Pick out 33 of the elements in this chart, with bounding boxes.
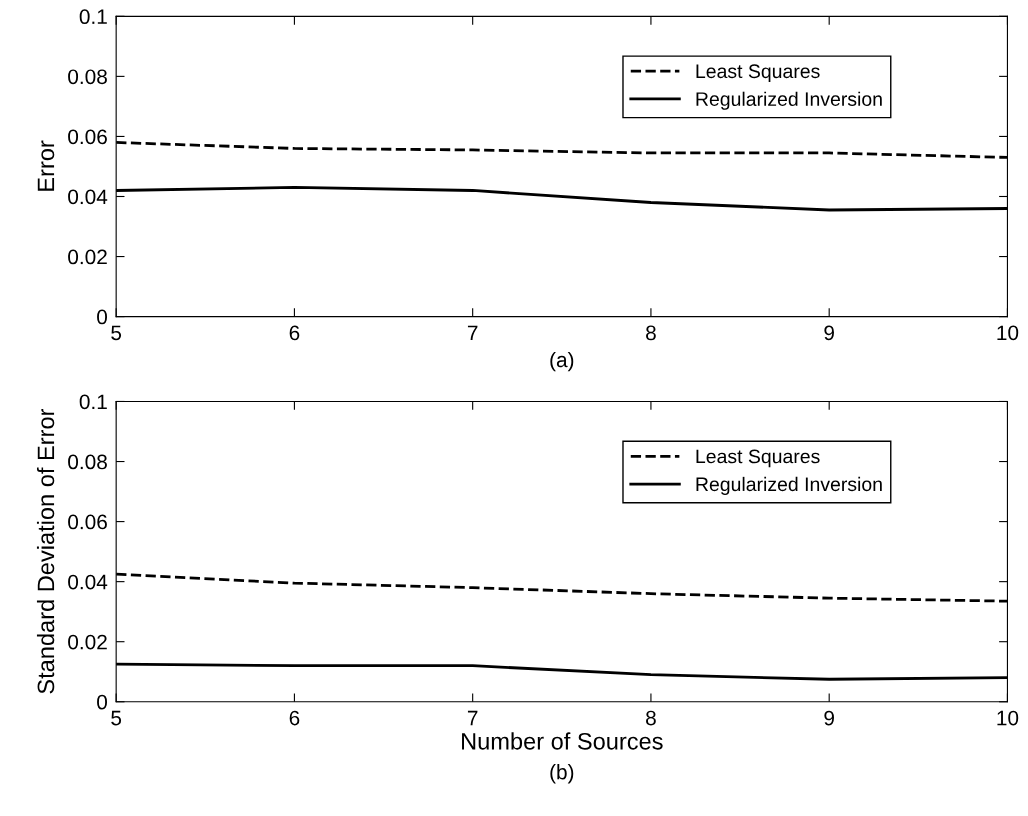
x-tick-label: 7 xyxy=(467,325,478,341)
y-axis-title: Standard Deviation of Error xyxy=(36,408,55,694)
x-tick-label: 5 xyxy=(111,325,122,341)
y-tick-label: 0.08 xyxy=(68,69,107,85)
y-tick-label: 0.06 xyxy=(68,129,107,145)
legend-label: Least Squares xyxy=(696,64,820,82)
text: (b) xyxy=(550,764,574,784)
x-tick-label: 9 xyxy=(824,710,834,726)
x-tick-label: 5 xyxy=(111,710,122,726)
y-tick-label: 0 xyxy=(97,694,108,710)
y-tick-label: 0.02 xyxy=(68,249,107,265)
text: (a) xyxy=(550,351,574,372)
x-tick-label: 10 xyxy=(997,710,1019,726)
x-axis-title: Number of Sources xyxy=(462,732,663,750)
y-tick-label: 0.08 xyxy=(68,454,107,470)
legend-label: Regularized Inversion xyxy=(696,91,882,110)
y-tick-label: 0.02 xyxy=(68,634,107,650)
legend-label: Regularized Inversion xyxy=(696,476,882,495)
y-tick-label: 0.06 xyxy=(68,514,107,530)
y-tick-label: 0 xyxy=(97,309,108,325)
x-tick-label: 8 xyxy=(646,710,656,726)
y-tick-label: 0.1 xyxy=(79,394,107,410)
x-tick-label: 7 xyxy=(467,710,478,726)
x-tick-label: 6 xyxy=(289,325,300,341)
y-tick-label: 0.04 xyxy=(68,574,108,590)
x-tick-label: 6 xyxy=(289,710,300,726)
y-axis-title: Error xyxy=(37,140,55,191)
legend-label: Least Squares xyxy=(696,449,820,468)
x-tick-label: 8 xyxy=(646,325,656,341)
x-tick-label: 9 xyxy=(824,325,834,341)
y-tick-label: 0.04 xyxy=(68,189,108,205)
x-tick-label: 10 xyxy=(997,325,1019,341)
y-tick-label: 0.1 xyxy=(79,9,107,25)
